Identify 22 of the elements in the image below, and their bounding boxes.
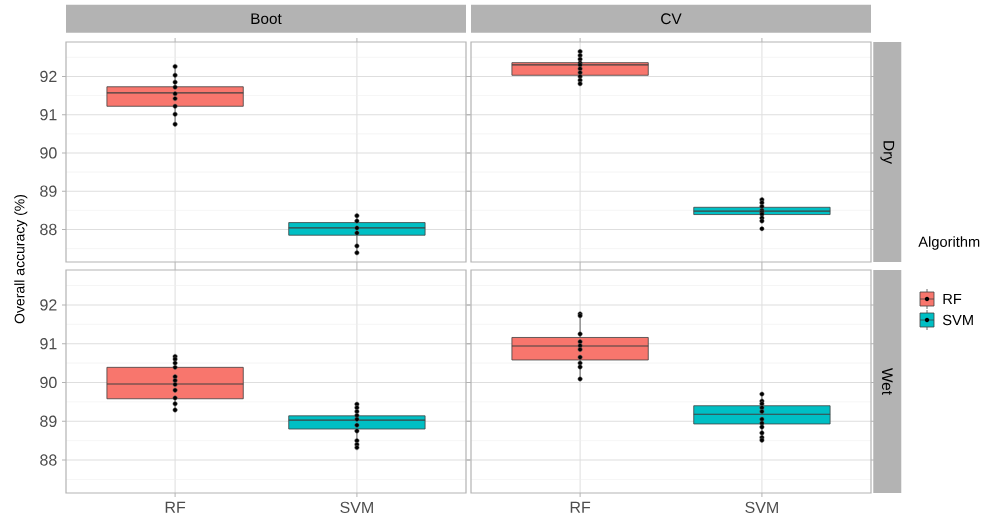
y-tick-label: 90 [40, 376, 57, 389]
y-tick-label: 90 [40, 147, 57, 159]
y-tick-label: 92 [40, 70, 57, 83]
x-tick-label: SVM [340, 501, 373, 514]
y2-axis-title: Wet [881, 368, 893, 395]
y-tick-label: 88 [40, 223, 57, 236]
chart-title: CV [661, 13, 682, 25]
y-tick-label: 91 [40, 338, 57, 350]
y-tick-label: 92 [40, 299, 57, 311]
legend-label: RF [943, 293, 962, 305]
x-tick-label: RF [570, 501, 591, 513]
y-tick-label: 91 [40, 109, 57, 121]
y2-axis-title: Dry [880, 141, 895, 164]
x-tick-label: RF [165, 501, 186, 513]
y-tick-label: 89 [40, 185, 57, 197]
y-axis-title: Overall accuracy (%) [14, 194, 28, 324]
chart-title: Boot [251, 13, 282, 25]
y-tick-label: 88 [40, 454, 57, 466]
legend-title: Algorithm [918, 236, 980, 250]
legend-label: SVM [942, 314, 973, 326]
y-tick-label: 89 [40, 415, 57, 427]
x-tick-label: SVM [745, 501, 778, 514]
